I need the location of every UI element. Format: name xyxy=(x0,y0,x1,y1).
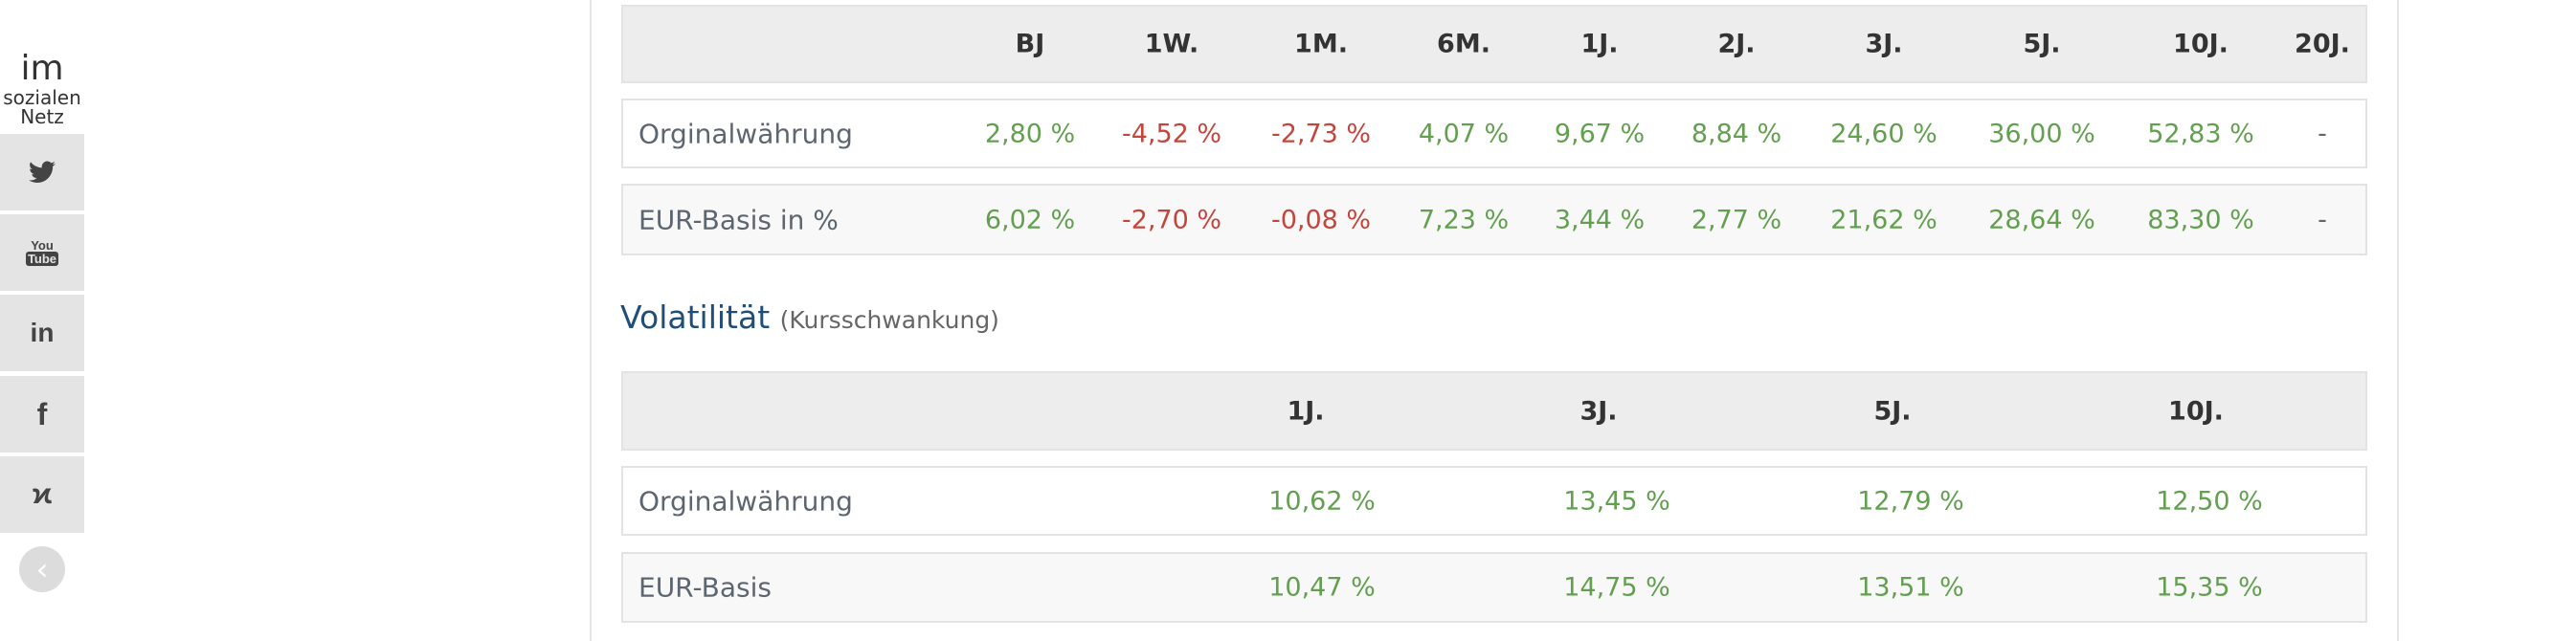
column-header: BJ xyxy=(1015,29,1045,59)
value-cell: 6,02 % xyxy=(984,205,1076,234)
volatility-heading: Volatilität (Kursschwankung) xyxy=(620,298,999,336)
row-label: Orginalwährung xyxy=(638,485,853,517)
facebook-button[interactable]: f xyxy=(0,376,84,453)
value-cell: 10,62 % xyxy=(1268,486,1376,516)
value-cell: 13,45 % xyxy=(1563,486,1670,516)
facebook-icon: f xyxy=(36,396,48,431)
value-cell: 12,50 % xyxy=(2156,486,2263,516)
value-cell: -2,73 % xyxy=(1270,119,1372,148)
twitter-icon xyxy=(29,161,56,183)
value-cell: 36,00 % xyxy=(1988,119,2095,148)
column-header: 3J. xyxy=(1865,29,1903,59)
value-cell: 2,80 % xyxy=(984,119,1076,148)
value-cell: 13,51 % xyxy=(1857,572,1964,603)
column-header: 5J. xyxy=(2023,29,2061,59)
column-header: 1J. xyxy=(1580,29,1619,59)
column-header: 10J. xyxy=(2168,396,2224,426)
value-cell: 15,35 % xyxy=(2156,572,2263,603)
value-cell: - xyxy=(2318,119,2327,148)
column-header: 6M. xyxy=(1437,29,1490,59)
column-header: 1J. xyxy=(1287,396,1325,426)
volatility-subtitle: (Kursschwankung) xyxy=(779,306,999,334)
column-header: 2J. xyxy=(1717,29,1756,59)
performance-header-row: BJ 1W. 1M. 6M. 1J. 2J. 3J. 5J. 10J. 20J. xyxy=(621,5,2367,83)
value-cell: 14,75 % xyxy=(1563,572,1670,603)
value-cell: 83,30 % xyxy=(2147,205,2254,234)
value-cell: 7,23 % xyxy=(1418,205,1510,234)
volatility-header-row: 1J. 3J. 5J. 10J. xyxy=(621,371,2367,451)
social-title-im: im xyxy=(20,49,64,88)
row-label: EUR-Basis in % xyxy=(638,204,839,235)
column-header: 10J. xyxy=(2173,29,2229,59)
column-header: 5J. xyxy=(1873,396,1912,426)
value-cell: 24,60 % xyxy=(1830,119,1938,148)
value-cell: 28,64 % xyxy=(1988,205,2095,234)
performance-row-eur: EUR-Basis in % 6,02 % -2,70 % -0,08 % 7,23 %… xyxy=(621,184,2367,255)
column-header: 20J. xyxy=(2295,29,2350,59)
value-cell: 10,47 % xyxy=(1268,572,1376,603)
value-cell: 21,62 % xyxy=(1830,205,1938,234)
performance-row-original: Orginalwährung 2,80 % -4,52 % -2,73 % 4,07 %… xyxy=(621,99,2367,168)
value-cell: -4,52 % xyxy=(1121,119,1222,148)
value-cell: 8,84 % xyxy=(1691,119,1782,148)
value-cell: -0,08 % xyxy=(1270,205,1372,234)
row-label: EUR-Basis xyxy=(638,571,772,604)
social-title-netz: Netz xyxy=(20,105,64,128)
column-header: 3J. xyxy=(1579,396,1618,426)
social-title-sozialen: sozialen xyxy=(3,86,81,109)
value-cell: - xyxy=(2318,205,2327,234)
content-left-border xyxy=(590,0,592,641)
xing-button[interactable]: ϰ xyxy=(0,456,84,533)
collapse-sidebar-button[interactable]: ‹ xyxy=(19,546,65,592)
column-header: 1M. xyxy=(1294,29,1348,59)
volatility-title: Volatilität xyxy=(620,298,771,336)
linkedin-icon: in xyxy=(30,318,55,347)
row-label: Orginalwährung xyxy=(638,118,853,149)
youtube-icon: You Tube xyxy=(25,238,59,266)
volatility-row-original: Orginalwährung 10,62 % 13,45 % 12,79 % 12,50… xyxy=(621,466,2367,536)
value-cell: 3,44 % xyxy=(1554,205,1646,234)
value-cell: 12,79 % xyxy=(1857,486,1964,516)
youtube-button[interactable]: You Tube xyxy=(0,214,84,291)
volatility-row-eur: EUR-Basis 10,47 % 14,75 % 13,51 % 15,35 % xyxy=(621,552,2367,623)
value-cell: 4,07 % xyxy=(1418,119,1510,148)
column-header: 1W. xyxy=(1144,29,1199,59)
value-cell: 2,77 % xyxy=(1691,205,1782,234)
xing-icon: ϰ xyxy=(32,478,53,510)
value-cell: -2,70 % xyxy=(1121,205,1222,234)
linkedin-button[interactable]: in xyxy=(0,295,84,371)
value-cell: 9,67 % xyxy=(1554,119,1646,148)
content-right-border xyxy=(2397,0,2399,641)
twitter-button[interactable] xyxy=(0,134,84,210)
value-cell: 52,83 % xyxy=(2147,119,2254,148)
chevron-left-icon: ‹ xyxy=(35,551,49,587)
